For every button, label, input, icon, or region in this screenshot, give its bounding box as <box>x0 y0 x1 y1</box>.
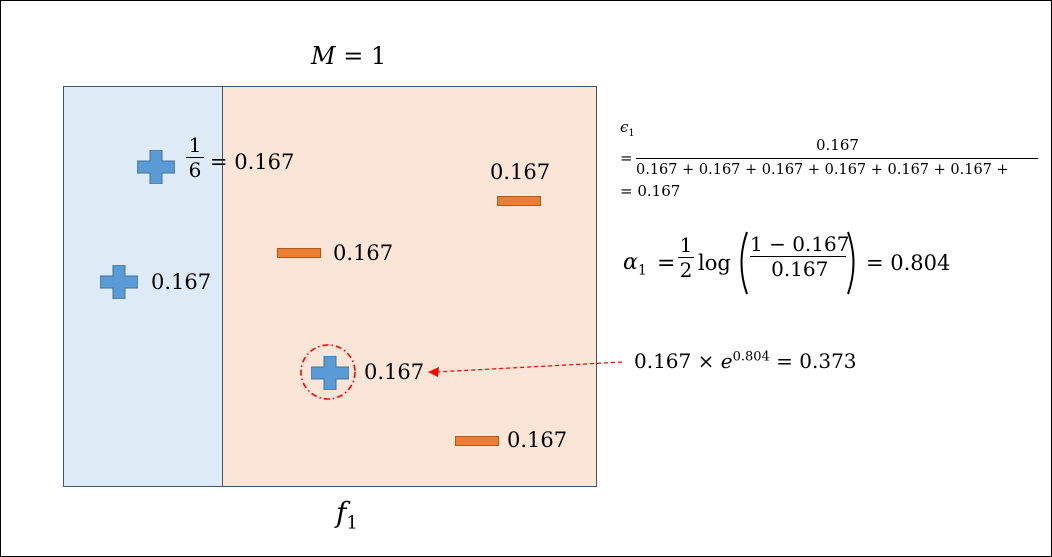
alpha-log: log <box>698 251 731 275</box>
alpha-inner-den: 0.167 <box>771 257 829 281</box>
update-arrow-head <box>428 367 439 377</box>
alpha-symbol: α1 <box>623 250 647 278</box>
weight-label-left: 0.167 <box>151 270 212 294</box>
alpha-half-bar <box>678 257 694 258</box>
weight-fraction-den: 6 <box>188 158 202 182</box>
alpha-char: α <box>623 250 638 275</box>
classifier-label-base: f <box>336 496 347 529</box>
title-var: M <box>311 42 336 70</box>
minus-marker-mid <box>277 248 321 258</box>
minus-marker-bottom <box>455 436 499 446</box>
update-e: e <box>720 349 733 373</box>
update-arrow <box>435 361 623 373</box>
weight-fraction-bar <box>186 157 204 158</box>
update-result: = 0.373 <box>769 349 857 373</box>
alpha-inner: 1 − 0.167 0.167 <box>750 232 849 281</box>
minus-marker-top-right <box>497 196 541 206</box>
alpha-half: 1 2 <box>678 233 694 282</box>
plus-marker-top <box>137 150 175 184</box>
alpha-half-den: 2 <box>679 258 693 282</box>
epsilon-numerator: 0.167 <box>816 136 859 154</box>
weight-update-formula: 0.167 × e0.804 = 0.373 <box>634 349 857 373</box>
weight-fraction: 1 6 <box>186 133 204 182</box>
alpha-inner-bar <box>750 256 846 257</box>
alpha-eq: = <box>657 251 676 276</box>
classifier-label-sub: 1 <box>346 512 358 534</box>
right-region <box>222 86 597 487</box>
title-eq: = <box>343 42 364 70</box>
update-exp: 0.804 <box>732 349 770 365</box>
alpha-inner-num: 1 − 0.167 <box>750 232 850 256</box>
classifier-label: f1 <box>336 496 358 534</box>
epsilon-symbol: ϵ1 <box>620 118 635 139</box>
epsilon-fraction-bar <box>636 158 1038 159</box>
epsilon-result: = 0.167 <box>620 182 681 200</box>
plus-marker-circled <box>311 356 349 390</box>
weight-label-bottom: 0.167 <box>507 428 568 452</box>
title-value: 1 <box>370 42 387 70</box>
weight-label-mid: 0.167 <box>333 241 394 265</box>
alpha-paren-left <box>740 231 748 295</box>
highlight-circle <box>300 344 356 400</box>
epsilon-eq: = <box>620 149 633 167</box>
iteration-title: M = 1 <box>311 42 386 70</box>
epsilon-denominator: 0.167 + 0.167 + 0.167 + 0.167 + 0.167 + … <box>636 162 1009 178</box>
alpha-sub: 1 <box>637 262 647 279</box>
plus-marker-left <box>100 265 138 299</box>
weight-label-circled: 0.167 <box>364 360 425 384</box>
weight-fraction-num: 1 <box>188 133 202 157</box>
left-region <box>63 86 223 487</box>
weight-label-top: = 0.167 <box>210 150 295 174</box>
alpha-paren-right <box>847 231 855 295</box>
weight-label-top-right: 0.167 <box>490 160 551 184</box>
alpha-result: = 0.804 <box>866 251 951 275</box>
epsilon-sub: 1 <box>628 128 635 139</box>
update-base: 0.167 × <box>634 349 721 373</box>
epsilon-char: ϵ <box>620 118 629 136</box>
alpha-half-num: 1 <box>679 233 693 257</box>
